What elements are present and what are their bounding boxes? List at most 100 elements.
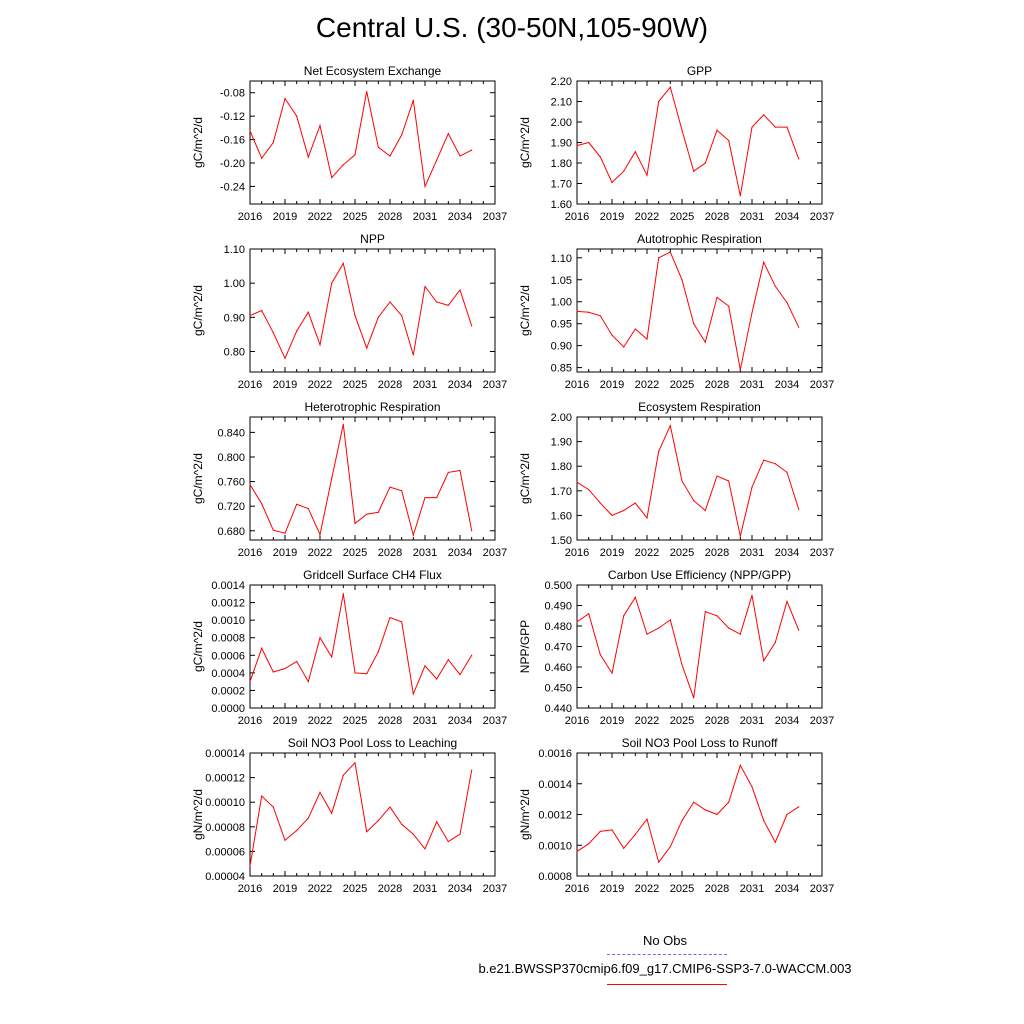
data-point [412,354,414,356]
data-point [611,829,613,831]
panel-title: Carbon Use Efficiency (NPP/GPP) [608,568,791,582]
data-point [261,157,263,159]
data-point [658,861,660,863]
y-tick-label: 1.70 [551,486,572,498]
chart-panel-7: Gridcell Surface CH4 Flux gC/m^2/d 2016 201… [191,568,507,727]
x-tick-label: 2028 [378,547,402,559]
data-point [658,100,660,103]
data-point [751,312,753,314]
y-axis-label: gC/m^2/d [518,285,532,336]
data-point [576,621,578,623]
data-point [669,425,671,427]
panel-title: Soil NO3 Pool Loss to Runoff [622,736,779,750]
data-point [716,475,718,477]
data-point [693,801,695,803]
data-point [424,665,426,667]
y-tick-label: 0.460 [544,662,572,674]
plot-frame [249,584,496,709]
x-tick-label: 2019 [600,883,624,895]
data-point [739,195,741,197]
data-point [623,847,625,849]
y-axis-label: gC/m^2/d [191,285,205,336]
data-point [669,251,671,253]
data-point [331,477,333,480]
y-tick-label: 0.800 [217,452,245,464]
data-point [354,315,356,317]
y-tick-label: 1.10 [551,253,572,265]
y-tick-label: 2.10 [551,97,572,109]
data-point [401,315,403,317]
x-tick-label: 2025 [343,379,367,391]
data-point [412,534,414,536]
data-point [307,156,309,158]
x-tick-label: 2016 [565,547,589,559]
data-point [669,619,671,621]
x-tick-label: 2028 [705,883,729,895]
data-point [658,450,660,453]
y-tick-label: 0.0002 [211,685,245,697]
data-point [319,637,321,639]
data-point [459,674,461,676]
data-point [307,681,309,683]
plot-frame [576,416,823,541]
series-line [576,423,800,537]
data-point [576,481,578,483]
data-point [331,282,333,284]
x-tick-label: 2037 [483,547,507,559]
y-axis-label: gC/m^2/d [191,453,205,504]
data-point [716,813,718,816]
x-tick-label: 2028 [378,379,402,391]
data-point [436,678,438,680]
data-point [681,279,683,281]
x-tick-label: 2022 [308,547,332,559]
y-tick-label: -0.24 [220,181,245,193]
x-tick-label: 2034 [448,211,472,223]
x-tick-label: 2034 [775,715,799,727]
data-point [588,613,590,615]
data-point [623,615,625,617]
data-point [611,181,613,184]
panel-title: Soil NO3 Pool Loss to Leaching [288,736,457,750]
data-point [249,315,251,317]
y-tick-label: 0.480 [544,621,572,633]
data-point [786,600,788,603]
data-point [366,513,368,515]
data-point [798,158,800,160]
y-tick-label: 2.20 [551,76,572,88]
y-tick-label: 0.450 [544,683,572,695]
data-point [798,326,800,328]
x-tick-label: 2034 [775,547,799,559]
data-point [389,486,391,488]
data-point [576,144,578,147]
data-point [249,130,251,132]
data-point [611,672,613,674]
series-line [249,761,473,867]
data-point [412,693,414,695]
data-point [716,615,718,617]
y-tick-label: 0.0008 [538,871,572,883]
plot-frame [576,752,823,877]
x-tick-label: 2025 [670,211,694,223]
x-tick-label: 2016 [238,379,262,391]
data-point [669,846,671,848]
data-point [296,115,298,117]
panel-title: Autotrophic Respiration [637,232,762,246]
chart-panel-5: Heterotrophic Respiration gC/m^2/d 2016 201… [191,400,507,559]
chart-panel-4: Autotrophic Respiration gC/m^2/d 2016 2019 2… [518,232,834,391]
data-point [599,315,601,317]
y-axis-label: NPP/GPP [518,620,532,673]
data-point [728,801,730,803]
x-tick-label: 2028 [705,715,729,727]
x-tick-label: 2028 [705,547,729,559]
data-point [646,633,648,635]
plot-frame [249,752,496,877]
y-tick-label: 0.680 [217,526,245,538]
x-tick-label: 2031 [413,379,437,391]
y-tick-label: 2.00 [551,412,572,424]
x-tick-label: 2025 [670,547,694,559]
series-line [249,593,473,696]
y-tick-label: 0.760 [217,477,245,489]
data-point [284,839,286,841]
data-point [681,129,683,131]
data-point [739,369,741,371]
